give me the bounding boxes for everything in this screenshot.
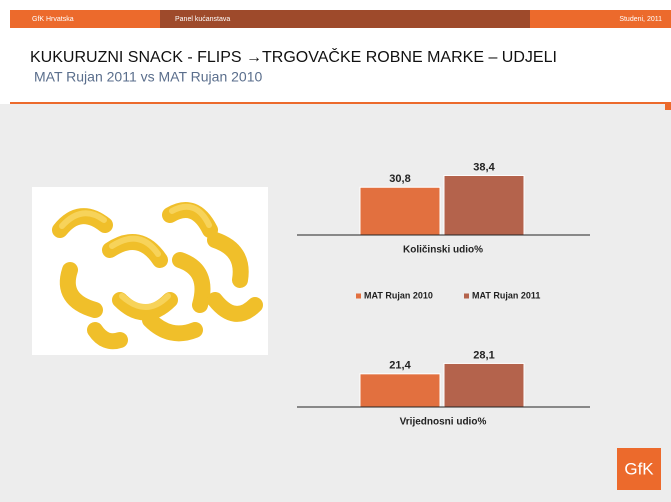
bar bbox=[444, 363, 524, 407]
bar bbox=[444, 175, 524, 235]
legend-label: MAT Rujan 2011 bbox=[472, 290, 540, 300]
slide-title: KUKURUZNI SNACK - FLIPS →TRGOVAČKE ROBNE… bbox=[30, 47, 557, 66]
slide: GfK Hrvatska Panel kućanstava Studeni, 2… bbox=[0, 0, 671, 502]
logo: GfK bbox=[624, 459, 654, 478]
snack-image bbox=[32, 187, 268, 355]
category-label: Vrijednosni udio% bbox=[400, 417, 487, 428]
bar bbox=[360, 374, 440, 407]
header-left: GfK Hrvatska bbox=[32, 16, 74, 23]
category-label: Količinski udio% bbox=[403, 245, 483, 256]
bar bbox=[360, 187, 440, 235]
corner-mark bbox=[665, 104, 671, 110]
value-label: 21,4 bbox=[389, 360, 411, 372]
header-center: Panel kućanstava bbox=[175, 16, 230, 23]
slide-subtitle: MAT Rujan 2011 vs MAT Rujan 2010 bbox=[34, 69, 262, 85]
legend-swatch bbox=[464, 294, 469, 299]
legend-swatch bbox=[356, 294, 361, 299]
legend-label: MAT Rujan 2010 bbox=[364, 290, 433, 300]
value-label: 30,8 bbox=[389, 173, 410, 185]
header-right: Studeni, 2011 bbox=[619, 16, 662, 23]
value-label: 28,1 bbox=[473, 349, 494, 361]
value-label: 38,4 bbox=[473, 161, 495, 173]
